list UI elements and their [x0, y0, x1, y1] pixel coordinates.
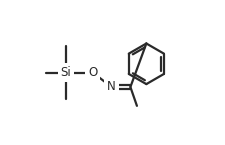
Text: O: O [88, 66, 97, 79]
Text: Si: Si [60, 66, 71, 79]
Text: N: N [107, 80, 115, 94]
